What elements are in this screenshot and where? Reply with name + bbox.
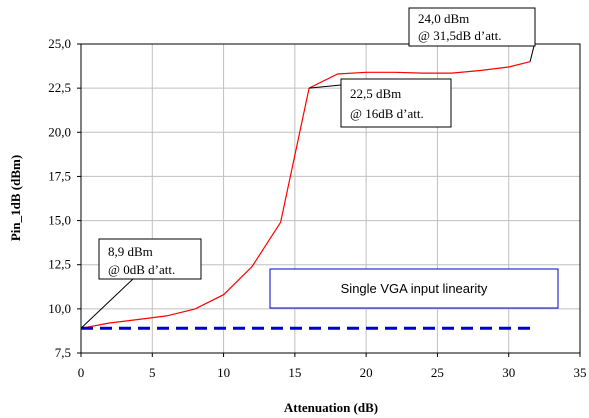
y-tick-label: 7,5 (55, 345, 71, 360)
y-tick-label: 25,0 (48, 36, 71, 51)
x-tick-label: 30 (502, 365, 515, 380)
x-tick-label: 5 (149, 365, 156, 380)
series-group (80, 61, 531, 330)
annotation-0dB: 8,9 dBm @ 0dB d’att. (98, 238, 202, 280)
y-tick-label: 17,5 (48, 168, 71, 183)
y-tick-label: 12,5 (48, 257, 71, 272)
legend-box: Single VGA input linearity (269, 268, 559, 309)
y-tick-label: 20,0 (48, 124, 71, 139)
y-tick-label: 10,0 (48, 301, 71, 316)
leader-line-31dB (529, 45, 535, 62)
y-tick-label: 22,5 (48, 80, 71, 95)
gridlines (81, 44, 580, 353)
x-tick-label: 0 (78, 365, 85, 380)
annotation-0dB-box (98, 238, 202, 280)
legend-box-frame (269, 268, 559, 309)
annotation-16dB: 22,5 dBm @ 16dB d’att. (340, 78, 452, 128)
annotation-leaders (80, 45, 535, 329)
annotation-0dB-line2: @ 0dB d’att. (108, 262, 175, 277)
x-tick-label: 35 (574, 365, 587, 380)
annotation-16dB-line2: @ 16dB d’att. (350, 106, 424, 121)
annotation-31dB: 24,0 dBm @ 31,5dB d’att. (408, 7, 536, 47)
x-axis-title: Attenuation (dB) (284, 400, 378, 415)
y-axis-title: Pin_1dB (dBm) (8, 155, 23, 241)
legend-label: Single VGA input linearity (341, 281, 488, 296)
annotation-16dB-line1: 22,5 dBm (350, 86, 401, 101)
annotation-16dB-box (340, 78, 452, 128)
x-axis-ticks: 0 5 10 15 20 25 30 35 (78, 353, 587, 380)
leader-line-16dB (309, 84, 342, 89)
x-tick-label: 20 (360, 365, 373, 380)
plot-frame (80, 43, 581, 354)
series-line-pin1db (80, 61, 531, 329)
annotation-31dB-box (408, 7, 536, 47)
y-tick-label: 15,0 (48, 213, 71, 228)
annotation-31dB-line1: 24,0 dBm (418, 11, 469, 26)
x-tick-label: 10 (217, 365, 230, 380)
leader-line-0dB (80, 278, 134, 329)
annotation-31dB-line2: @ 31,5dB d’att. (418, 28, 501, 43)
x-tick-label: 25 (431, 365, 444, 380)
annotation-0dB-line1: 8,9 dBm (108, 244, 153, 259)
x-tick-label: 15 (288, 365, 301, 380)
y-axis-ticks: 7,5 10,0 12,5 15,0 17,5 20,0 22,5 25,0 (48, 36, 81, 360)
